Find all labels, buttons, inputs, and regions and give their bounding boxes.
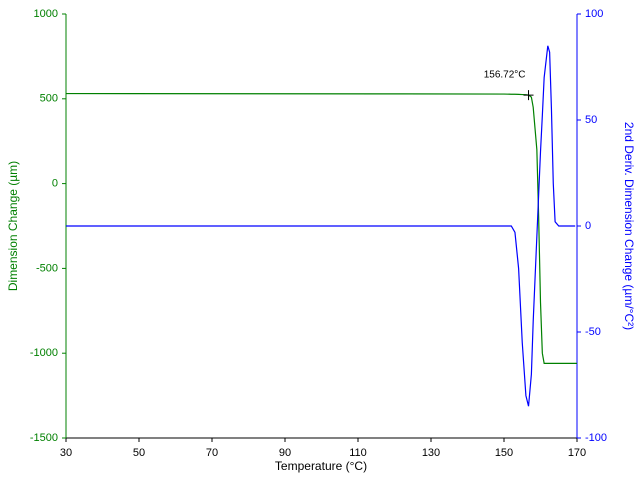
- y2-tick-label: -50: [585, 326, 601, 338]
- data-line: [65, 92, 577, 364]
- x-tick-label: 70: [206, 447, 218, 459]
- y2-axis-title: 2nd Deriv. Dimension Change (µm/°C²): [622, 122, 636, 330]
- y2-tick-label: 50: [585, 114, 597, 126]
- y2-tick-label: 100: [585, 8, 603, 20]
- x-tick-label: 130: [422, 447, 440, 459]
- y-tick-label: 0: [52, 178, 58, 190]
- y-tick-label: -1500: [30, 432, 58, 444]
- y-axis-title: Dimension Change (µm): [6, 161, 20, 291]
- x-axis-title: Temperature (°C): [275, 459, 367, 473]
- x-tick-label: 90: [279, 447, 291, 459]
- y2-tick-label: 0: [585, 220, 591, 232]
- data-line: [66, 45, 576, 407]
- y-tick-label: 500: [40, 93, 58, 105]
- x-tick-label: 50: [133, 447, 145, 459]
- annotation-label: 156.72°C: [484, 70, 526, 81]
- annotation-marker: [523, 90, 534, 101]
- y2-tick-label: -100: [585, 432, 607, 444]
- y-tick-label: -500: [36, 262, 58, 274]
- y-tick-label: 1000: [34, 8, 58, 20]
- x-tick-label: 110: [349, 447, 367, 459]
- x-tick-label: 150: [495, 447, 513, 459]
- x-tick-label: 30: [60, 447, 72, 459]
- y-tick-label: -1000: [30, 347, 58, 359]
- x-tick-label: 170: [568, 447, 586, 459]
